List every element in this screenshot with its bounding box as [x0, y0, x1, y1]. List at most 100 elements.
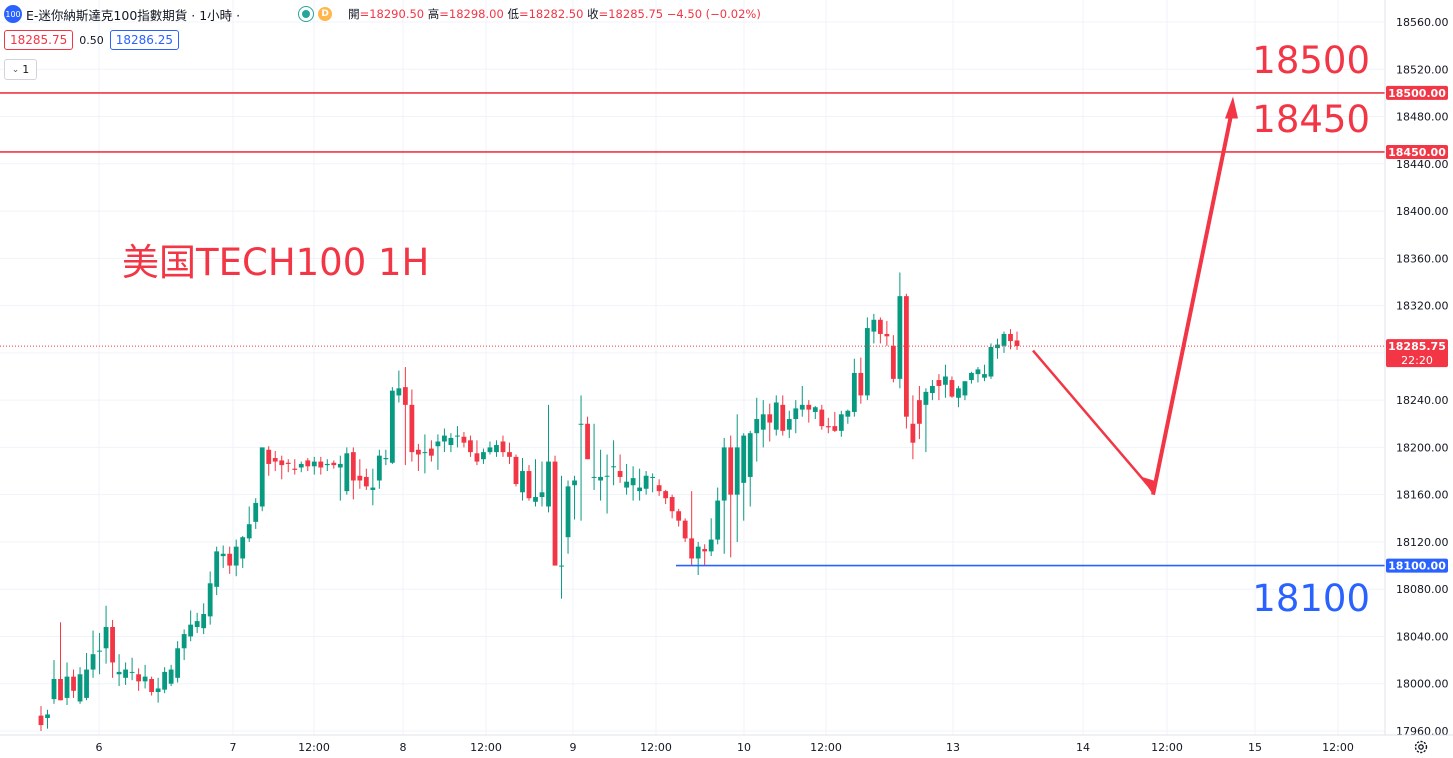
candle [578, 395, 584, 521]
candle [598, 449, 603, 501]
candle [64, 662, 70, 706]
candle [585, 416, 590, 460]
candle-body [572, 480, 577, 486]
candle-body [845, 410, 851, 417]
candle-body [578, 423, 584, 425]
candle-body [552, 461, 558, 566]
x-tick-label: 8 [400, 741, 407, 754]
candle [266, 446, 272, 476]
candle-body [123, 669, 128, 678]
x-tick-label: 7 [230, 741, 237, 754]
price-axis: 17960.00 18000.00 18040.00 18080.00 18120.00… [1384, 0, 1449, 738]
symbol-badge[interactable]: 100 [4, 5, 22, 23]
y-tick-label: 18400.00 [1396, 205, 1449, 218]
projection-shape [1033, 96, 1239, 494]
candle [344, 447, 350, 495]
candle-body [689, 538, 695, 559]
candle [181, 629, 187, 661]
y-tick-label: 18520.00 [1396, 63, 1449, 76]
candle [728, 435, 734, 558]
ohlc-values: 開=18290.50 高=18298.00 低=18282.50 收=18285… [348, 6, 761, 22]
candle-body [663, 491, 669, 499]
candle-body [318, 461, 324, 468]
candle-body [214, 551, 220, 587]
candle-body [650, 476, 656, 478]
candle-body [311, 461, 317, 467]
chart-header: 100 E-迷你納斯達克100指數期貨 · 1小時 · D 開=18290.50… [0, 0, 761, 28]
candle [194, 612, 200, 633]
candle [110, 619, 115, 678]
sell-button[interactable]: 18285.75 [4, 30, 74, 50]
candle-body [864, 328, 870, 396]
axis-tag-countdown: 22:20 [1401, 354, 1433, 367]
candle [220, 545, 226, 568]
candle [487, 441, 493, 455]
candle [149, 676, 155, 696]
candle-body [897, 296, 903, 379]
candle-body [982, 374, 987, 378]
projection-arrow [1032, 96, 1239, 496]
symbol-title[interactable]: E-迷你納斯達克100指數期貨 · 1小時 · [26, 7, 241, 23]
candle-body [773, 402, 779, 430]
candle [539, 461, 545, 507]
candle-body [1014, 340, 1020, 347]
candle [318, 456, 324, 475]
candle-body [38, 715, 44, 726]
candle-body [962, 381, 968, 396]
candle [129, 657, 135, 681]
x-tick-label: 14 [1076, 741, 1090, 754]
y-tick-label: 18160.00 [1396, 489, 1449, 502]
y-tick-label: 18200.00 [1396, 441, 1449, 454]
candle-body [363, 476, 369, 487]
delayed-data-badge[interactable]: D [318, 7, 333, 21]
candle-body [494, 445, 499, 453]
axis-tag-18100: 18100.00 [1388, 560, 1446, 573]
settings-icon[interactable] [1412, 738, 1430, 756]
candle-body [565, 486, 571, 538]
candle [97, 632, 102, 675]
candle [259, 447, 265, 512]
candle-body [656, 485, 662, 492]
high-value: =18298.00 [439, 7, 504, 21]
time-axis: 6 7 12:00 8 12:00 9 12:00 10 12:00 13 14 12:00 15 12:… [0, 734, 1453, 754]
candle [51, 660, 57, 704]
candle-body [71, 676, 76, 691]
candle-body [51, 679, 57, 700]
candle-body [259, 447, 265, 507]
axis-tag-18500-bg [1386, 85, 1448, 100]
projection-arrowhead-down [1141, 476, 1154, 495]
candle [116, 654, 122, 687]
candle [962, 381, 968, 401]
indicators-toggle[interactable]: ⌄ 1 [4, 59, 37, 80]
candle-body [442, 435, 447, 442]
candle-body [448, 437, 454, 446]
candle-body [825, 426, 831, 428]
chart-annotation-label: 美国TECH100 1H [122, 241, 429, 284]
candle [943, 364, 948, 398]
candle-body [539, 492, 545, 498]
candle [142, 664, 148, 689]
y-tick-label: 18000.00 [1396, 678, 1449, 691]
candle-body [747, 433, 753, 477]
candle-body [884, 333, 890, 337]
candle [175, 641, 181, 683]
candle-body [220, 553, 226, 557]
candle [435, 434, 441, 470]
candle-body [812, 407, 818, 412]
candle-body [455, 435, 460, 437]
candle [279, 455, 285, 480]
candle-body [155, 688, 161, 693]
candle [415, 443, 421, 472]
candle [474, 440, 480, 466]
candle-body [604, 475, 610, 477]
x-tick-label: 6 [96, 741, 103, 754]
candle [825, 417, 831, 434]
candle [799, 385, 805, 417]
candle-body [136, 674, 141, 682]
candle-body [409, 404, 415, 453]
buy-button[interactable]: 18286.25 [109, 30, 180, 50]
y-tick-label: 18320.00 [1396, 300, 1449, 313]
candle-body [266, 449, 272, 464]
candle-body [923, 391, 929, 405]
